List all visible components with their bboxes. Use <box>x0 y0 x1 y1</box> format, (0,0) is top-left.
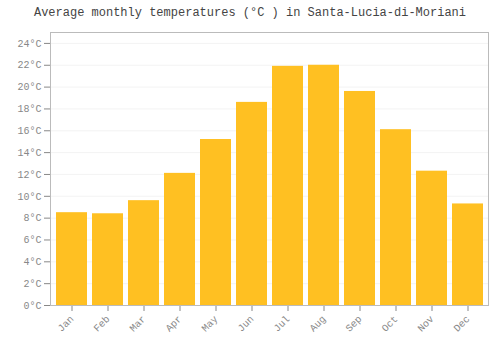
svg-text:6°C: 6°C <box>23 236 41 247</box>
svg-text:10°C: 10°C <box>17 192 41 203</box>
svg-text:Feb: Feb <box>92 314 113 335</box>
svg-text:Jun: Jun <box>236 314 257 335</box>
svg-text:May: May <box>200 314 221 335</box>
svg-text:20°C: 20°C <box>17 83 41 94</box>
svg-text:Apr: Apr <box>164 314 185 335</box>
svg-text:Oct: Oct <box>380 314 401 335</box>
svg-text:Aug: Aug <box>308 314 329 335</box>
svg-text:Jul: Jul <box>272 314 293 335</box>
svg-text:Sep: Sep <box>344 314 365 335</box>
svg-text:Dec: Dec <box>452 314 473 335</box>
svg-text:Jan: Jan <box>56 314 77 335</box>
svg-text:Mar: Mar <box>128 314 149 335</box>
svg-text:Nov: Nov <box>416 314 437 335</box>
html-text:Average monthly temperatures (: Average monthly temperatures (°C ) in Sa… <box>34 6 466 20</box>
svg-text:16°C: 16°C <box>17 126 41 137</box>
svg-text:0°C: 0°C <box>23 301 41 312</box>
svg-text:24°C: 24°C <box>17 39 41 50</box>
svg-text:22°C: 22°C <box>17 61 41 72</box>
svg-text:8°C: 8°C <box>23 214 41 225</box>
svg-text:12°C: 12°C <box>17 170 41 181</box>
svg-text:2°C: 2°C <box>23 279 41 290</box>
svg-text:18°C: 18°C <box>17 105 41 116</box>
svg-text:4°C: 4°C <box>23 257 41 268</box>
svg-text:14°C: 14°C <box>17 148 41 159</box>
